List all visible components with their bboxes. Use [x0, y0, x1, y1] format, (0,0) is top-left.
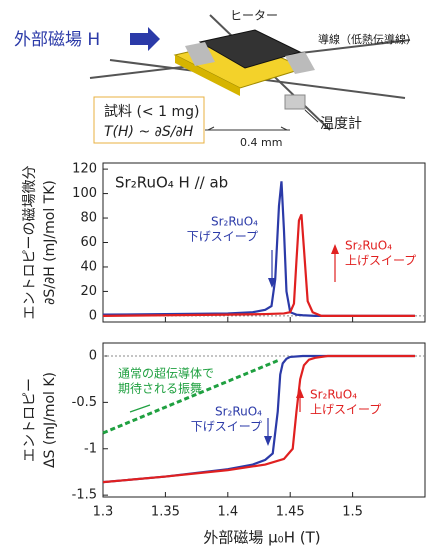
annotation: 上げスイープ	[310, 403, 381, 417]
formula: T(H) ~ ∂S/∂H	[104, 124, 194, 140]
y-axis-label: ΔS (mJ/mol K)	[42, 372, 58, 468]
figure: 外部磁場 H ヒーター 導線（低熱伝導線） 試料 (< 1 mg) T(H) ~…	[0, 0, 435, 551]
y-tick-label: 60	[80, 235, 97, 250]
annotation: 下げスイープ	[187, 230, 258, 244]
y-tick-label: -0.5	[72, 395, 97, 410]
y-tick-label: 120	[72, 162, 97, 177]
thermometer	[285, 95, 305, 109]
chart-title: Sr₂RuO₄ H // ab	[115, 174, 228, 192]
y-tick-label: 40	[80, 259, 97, 274]
y-tick-label: 20	[80, 284, 97, 299]
y-axis-label: エントロピー	[22, 378, 38, 462]
y-tick-label: 0	[89, 348, 97, 363]
y-tick-label: -1	[84, 441, 97, 456]
y-tick-label: -1.5	[72, 488, 97, 503]
trend-arrow	[130, 405, 150, 412]
y-axis-label: ∂S/∂H (mJ/mol TK)	[42, 180, 58, 305]
y-tick-label: 80	[80, 211, 97, 226]
thermometer-label: 温度計	[320, 116, 362, 132]
annotation: Sr₂RuO₄	[310, 388, 357, 402]
x-axis-label: 外部磁場 μ₀H (T)	[203, 529, 320, 547]
x-tick-label: 1.3	[93, 505, 114, 520]
annotation: 上げスイープ	[345, 254, 416, 268]
x-tick-label: 1.5	[342, 505, 363, 520]
y-axis-label: エントロピーの磁場微分	[22, 166, 38, 320]
y-tick-label: 0	[89, 308, 97, 323]
sweep-arrowhead	[331, 244, 339, 254]
sweep-arrowhead	[264, 436, 272, 446]
wire-label: 導線（低熱伝導線）	[318, 32, 417, 46]
x-tick-label: 1.4	[217, 505, 238, 520]
annotation: 期待される振舞	[118, 382, 202, 396]
y-tick-label: 100	[72, 186, 97, 201]
x-tick-label: 1.45	[276, 505, 305, 520]
heater-label: ヒーター	[230, 9, 278, 23]
scale-label: 0.4 mm	[240, 136, 282, 149]
annotation: Sr₂RuO₄	[211, 215, 258, 229]
field-arrow	[130, 27, 160, 51]
annotation: 通常の超伝導体で	[118, 366, 214, 381]
setup-diagram: 外部磁場 H ヒーター 導線（低熱伝導線） 試料 (< 1 mg) T(H) ~…	[14, 9, 417, 150]
sample-label: 試料 (< 1 mg)	[104, 104, 199, 120]
annotation: Sr₂RuO₄	[215, 405, 262, 419]
field-label: 外部磁場 H	[14, 30, 100, 50]
x-tick-label: 1.35	[151, 505, 180, 520]
annotation: Sr₂RuO₄	[345, 239, 392, 253]
annotation: 下げスイープ	[191, 420, 262, 434]
